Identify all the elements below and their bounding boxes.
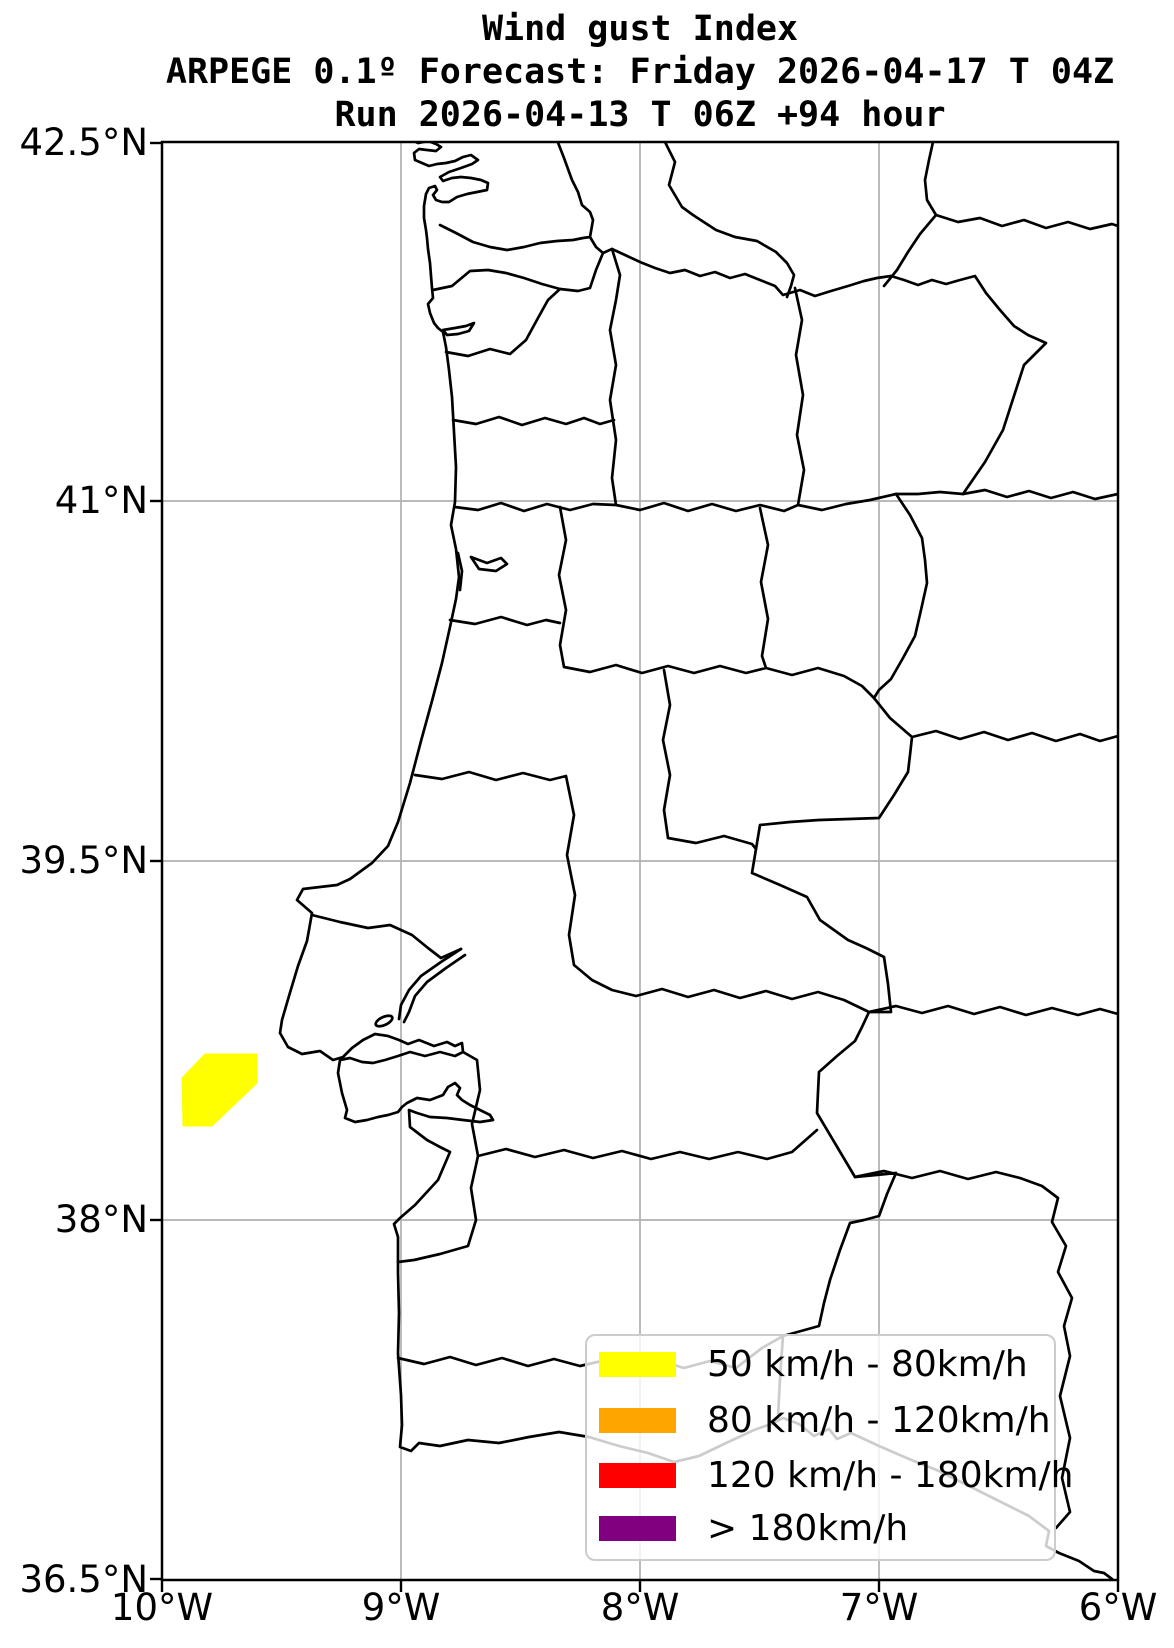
ytick-38n: 38°N xyxy=(54,1198,148,1241)
spain-province-boundaries-path xyxy=(853,142,1118,1530)
legend-box: 50 km/h - 80km/h 80 km/h - 120km/h 120 k… xyxy=(585,1334,1073,1561)
legend-swatch-1 xyxy=(599,1407,676,1433)
legend-row-120-180: 120 km/h - 180km/h xyxy=(599,1449,1073,1501)
legend-label-gt-180: > 180km/h xyxy=(707,1507,909,1549)
ytick-39-5n: 39.5°N xyxy=(19,839,148,882)
legend-label-120-180: 120 km/h - 180km/h xyxy=(707,1454,1074,1496)
portugal-district-boundaries-path xyxy=(310,247,898,1370)
legend-label-50-80: 50 km/h - 80km/h xyxy=(707,1343,1028,1385)
legend-row-80-120: 80 km/h - 120km/h xyxy=(599,1394,1051,1446)
legend-label-80-120: 80 km/h - 120km/h xyxy=(707,1399,1051,1441)
xtick-9w: 9°W xyxy=(361,1586,441,1629)
figure-title: Wind gust Index ARPEGE 0.1º Forecast: Fr… xyxy=(162,8,1118,137)
portugal-spain-border-path xyxy=(431,247,1048,1420)
legend-swatch-2 xyxy=(599,1462,676,1488)
legend-row-gt-180: > 180km/h xyxy=(599,1502,908,1554)
title-line-1: Wind gust Index xyxy=(481,9,799,49)
ytick-36-5n: 36.5°N xyxy=(19,1558,148,1601)
galicia-boundaries-path xyxy=(438,142,796,299)
legend-row-50-80: 50 km/h - 80km/h xyxy=(599,1338,1028,1390)
tejo-islet xyxy=(374,1014,394,1028)
legend-swatch-3 xyxy=(599,1515,676,1541)
xtick-10w: 10°W xyxy=(110,1586,214,1629)
legend-swatch-0 xyxy=(599,1351,676,1377)
xtick-6w: 6°W xyxy=(1078,1586,1158,1629)
minho-river-shape xyxy=(441,321,476,337)
ytick-41n: 41°N xyxy=(54,479,148,522)
xtick-7w: 7°W xyxy=(839,1586,919,1629)
title-line-2: ARPEGE 0.1º Forecast: Friday 2026-04-17 … xyxy=(165,52,1115,92)
ytick-42-5n: 42.5°N xyxy=(19,121,148,164)
title-line-3: Run 2026-04-13 T 06Z +94 hour xyxy=(334,95,946,135)
xtick-8w: 8°W xyxy=(600,1586,680,1629)
wind-gust-area-polygon xyxy=(181,1053,258,1127)
gridlines xyxy=(162,142,1118,1580)
aveiro-lagoon-shape xyxy=(456,551,509,592)
coastline-path xyxy=(278,142,1114,1580)
tejo-river-shape xyxy=(397,947,467,1024)
tick-marks xyxy=(150,141,1120,1592)
